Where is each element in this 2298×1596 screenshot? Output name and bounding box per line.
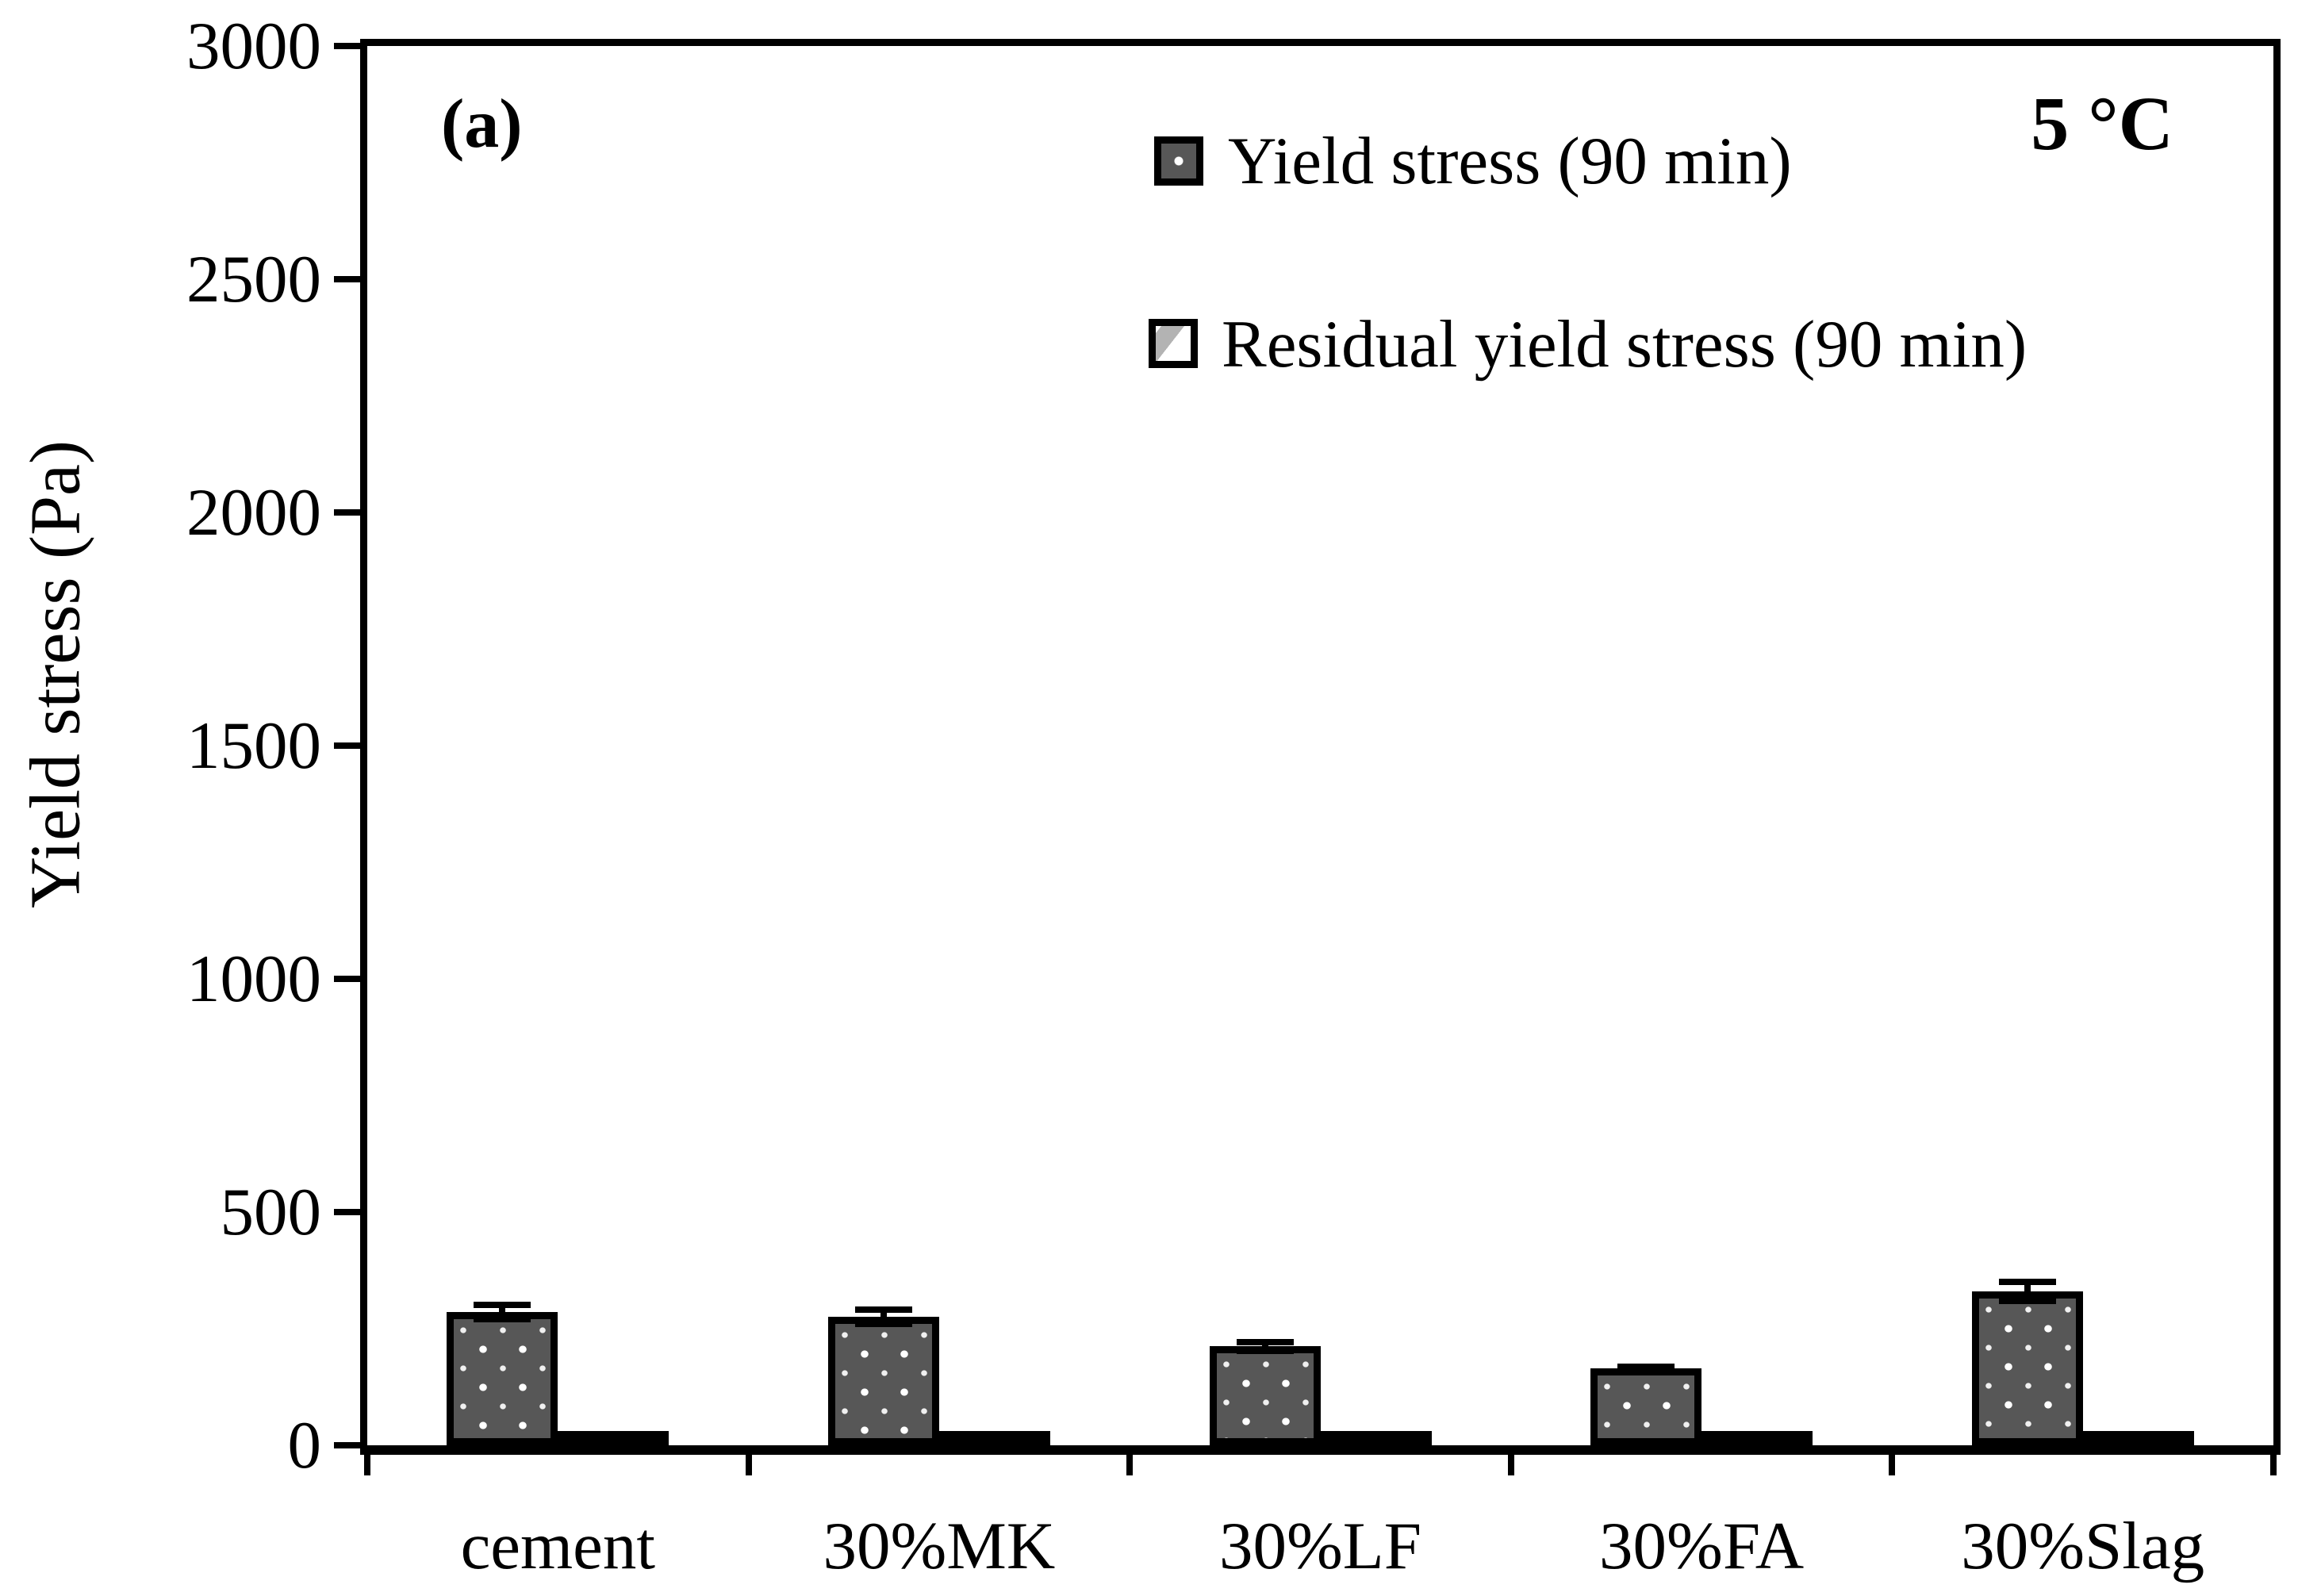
bar-residual-cement xyxy=(558,1431,669,1445)
error-bar-cap-bottom-cement xyxy=(474,1316,531,1323)
x-axis-label-30%LF: 30%LF xyxy=(1219,1509,1421,1583)
error-bar-cap-top-30%LF xyxy=(1236,1338,1294,1345)
error-bar-cap-bottom-30%Slag xyxy=(1998,1298,2056,1305)
error-bar-cap-bottom-30%FA xyxy=(1617,1366,1675,1373)
bar-yield-30%LF xyxy=(1209,1346,1321,1445)
error-bar-cap-top-30%MK xyxy=(854,1306,912,1314)
y-axis-tick xyxy=(334,742,367,749)
bar-yield-cement xyxy=(447,1312,558,1445)
y-axis-tick-label: 1000 xyxy=(186,942,321,1016)
x-axis-label-cement: cement xyxy=(460,1509,655,1583)
y-axis-tick-label: 2500 xyxy=(186,242,321,317)
error-bar-line-30%Slag xyxy=(2024,1278,2031,1305)
y-axis-tick xyxy=(334,276,367,282)
y-axis-tick xyxy=(334,509,367,516)
legend-swatch-yield-stress xyxy=(1154,136,1203,186)
y-axis-tick-label: 0 xyxy=(287,1408,322,1483)
panel-label: (a) xyxy=(441,86,523,163)
bar-residual-30%Slag xyxy=(2082,1431,2194,1445)
error-bar-line-30%MK xyxy=(880,1306,887,1328)
error-bar-line-30%LF xyxy=(1261,1338,1268,1354)
legend-label-yield-stress: Yield stress (90 min) xyxy=(1228,124,1792,198)
legend-swatch-residual-yield-stress xyxy=(1149,319,1198,368)
legend-label-residual-yield-stress: Residual yield stress (90 min) xyxy=(1222,307,2028,382)
bar-residual-30%FA xyxy=(1701,1431,1813,1445)
error-bar-cap-bottom-30%LF xyxy=(1236,1347,1294,1354)
bar-yield-30%Slag xyxy=(1971,1291,2083,1445)
y-axis-tick-label: 1500 xyxy=(186,708,321,783)
y-axis-tick xyxy=(334,976,367,982)
x-axis-label-30%Slag: 30%Slag xyxy=(1961,1509,2205,1583)
x-axis-tick xyxy=(1507,1453,1514,1475)
plot-area xyxy=(360,39,2281,1455)
bar-yield-30%MK xyxy=(827,1317,939,1445)
error-bar-cap-top-cement xyxy=(474,1302,531,1309)
temperature-annotation: 5 °C xyxy=(2031,81,2173,166)
x-axis-tick xyxy=(2270,1453,2277,1475)
error-bar-cap-top-30%Slag xyxy=(1998,1278,2056,1285)
x-axis-label-30%FA: 30%FA xyxy=(1599,1509,1805,1583)
x-axis-tick xyxy=(364,1453,370,1475)
y-axis-tick xyxy=(334,1209,367,1215)
x-axis-tick xyxy=(745,1453,752,1475)
y-axis-tick-label: 500 xyxy=(220,1175,322,1249)
bar-yield-30%FA xyxy=(1590,1368,1702,1445)
x-axis-tick xyxy=(1126,1453,1134,1475)
error-bar-line-cement xyxy=(499,1302,506,1323)
error-bar-cap-bottom-30%MK xyxy=(854,1321,912,1328)
x-axis-label-30%MK: 30%MK xyxy=(823,1509,1056,1583)
y-axis-tick-label: 3000 xyxy=(186,9,321,83)
y-axis-tick-label: 2000 xyxy=(186,475,321,550)
y-axis-tick xyxy=(334,1442,367,1448)
y-axis-tick xyxy=(334,43,367,49)
x-axis-tick xyxy=(1889,1453,1896,1475)
bar-residual-30%MK xyxy=(938,1431,1050,1445)
bar-residual-30%LF xyxy=(1320,1431,1432,1445)
